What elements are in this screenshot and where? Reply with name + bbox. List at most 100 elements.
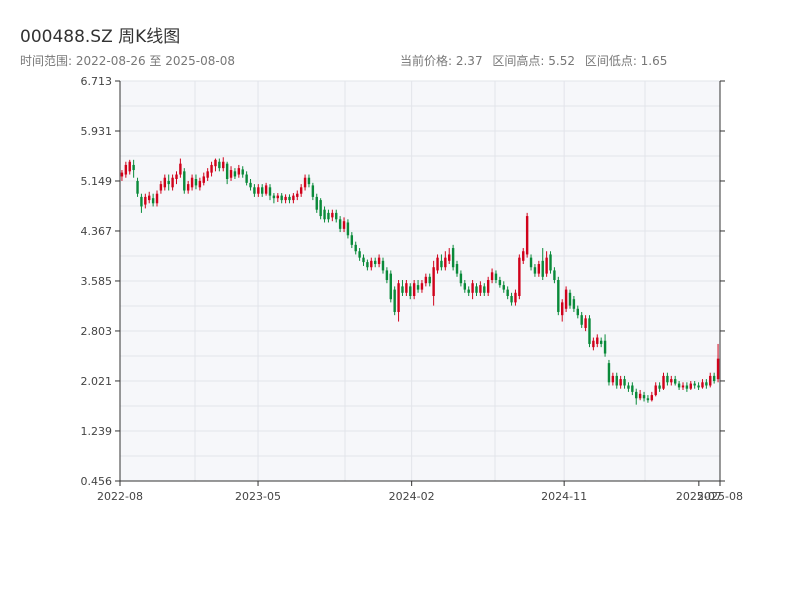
candle-body [490,272,494,281]
candle-down [475,283,478,296]
candle-body [206,171,209,178]
candle-up [709,372,712,388]
candle-body [549,254,552,271]
y-tick-label: 3.585 [81,275,113,288]
candle-body [588,318,591,344]
x-tick-labels: 2022-08 2023-05 2024-02 2024-11 2025-072025-… [97,481,743,503]
candle-body [705,382,708,386]
candle-up [370,257,373,271]
range-low-label: 区间低点: 1.65 [584,54,668,68]
candle-body [272,195,276,199]
candle-down [268,184,272,201]
y-tick-label: 1.239 [81,425,113,438]
candle-body [179,163,182,175]
candle-body [159,184,163,191]
grid-lines [119,80,720,482]
candle-down [697,382,700,390]
candle-down [288,194,291,204]
candle-body [494,273,498,281]
candle-down [631,382,634,396]
candle-body [186,184,190,191]
candle-up [148,191,151,204]
candle-up [662,372,665,390]
candle-body [151,198,155,204]
candle-body [257,187,260,194]
candle-body [615,375,618,386]
candle-up [237,164,241,178]
candle-body [420,283,424,290]
candle-body [693,383,696,386]
candle-down [354,241,357,255]
candle-body [370,260,373,268]
candle-up [276,193,279,203]
candle-body [385,270,389,281]
candle-body [307,177,311,185]
candle-body [596,337,599,344]
candles [120,157,720,405]
x-tick-label: 2024-11 [541,490,587,503]
candle-body [424,276,428,284]
candle-down [233,168,237,180]
candle-body [292,195,295,201]
candle-down [167,174,170,191]
y-tick-label: 5.931 [81,125,113,138]
candle-body [463,283,467,290]
candle-down [132,159,135,178]
candle-up [377,254,381,268]
candle-body [475,286,478,293]
candle-down [241,166,244,178]
candle-down [705,379,708,389]
x-tick-label: 2024-02 [389,490,435,503]
candle-up [124,161,128,178]
candle-down [319,198,322,220]
candle-body [148,195,151,201]
candle-body [183,171,186,191]
candle-body [175,174,178,180]
candle-up [144,193,147,209]
candle-down [580,311,583,328]
candle-up [179,158,182,178]
candle-down [502,281,505,293]
candle-up [471,280,474,300]
candle-body [432,267,435,296]
candle-up [186,180,190,194]
candle-up [159,180,163,194]
candle-down [576,305,579,319]
candle-down [307,174,311,188]
candle-down [599,337,603,348]
candle-body [436,257,439,271]
candle-body [218,161,221,169]
candle-body [303,177,307,188]
candle-down [712,372,716,384]
candle-up [175,171,178,185]
candle-body [144,196,147,205]
candle-body [673,379,677,384]
candle-up [155,190,159,207]
candle-body [681,385,685,388]
candle-down [673,375,677,386]
candle-down [373,257,377,268]
candle-up [342,217,346,233]
candle-up [190,174,194,191]
candle-up [120,170,124,181]
candle-body [537,264,541,274]
candle-body [584,318,587,328]
candle-body [572,299,576,309]
candle-body [623,379,626,386]
candle-up [514,289,517,306]
candle-body [299,187,303,194]
candle-body [237,168,241,175]
candle-up [303,174,307,191]
candle-down [677,381,681,390]
candle-body [666,375,669,383]
candle-up [436,254,439,274]
candle-body [377,257,381,265]
candle-down [401,280,404,296]
candle-body [132,164,135,171]
candle-body [642,395,646,399]
candle-body [561,302,564,316]
candle-down [483,283,486,296]
candle-up [518,254,521,300]
candle-down [533,264,537,277]
candle-down [140,193,143,213]
